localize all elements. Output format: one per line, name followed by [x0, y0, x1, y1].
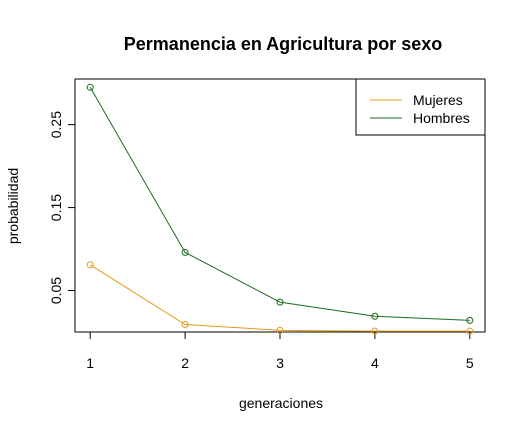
- legend: Mujeres Hombres: [355, 78, 486, 136]
- data-point-hombres: [181, 248, 189, 256]
- x-tick-label: 3: [276, 355, 284, 371]
- y-tick-label: 0.05: [48, 277, 64, 304]
- y-axis-label: probabilidad: [5, 168, 21, 244]
- data-point-hombres: [466, 316, 474, 324]
- x-tick-label: 5: [466, 355, 474, 371]
- data-point-mujeres: [276, 326, 284, 334]
- x-tick-label: 4: [371, 355, 379, 371]
- series-line-mujeres: [89, 264, 470, 332]
- data-point-mujeres: [86, 261, 94, 269]
- x-axis-label: generaciones: [239, 395, 323, 411]
- series-layer: [86, 83, 474, 335]
- series-line-hombres: [89, 87, 470, 321]
- legend-label-mujeres: Mujeres: [413, 92, 463, 108]
- legend-box: [355, 78, 486, 136]
- x-axis: 1 2 3 4 5: [86, 331, 474, 371]
- y-axis: 0.05 0.15 0.25: [48, 111, 76, 304]
- chart-title: Permanencia en Agricultura por sexo: [124, 34, 442, 54]
- data-point-hombres: [86, 83, 94, 91]
- data-point-hombres: [371, 312, 379, 320]
- y-tick-label: 0.15: [48, 194, 64, 221]
- data-point-hombres: [276, 298, 284, 306]
- data-point-mujeres: [371, 327, 379, 335]
- legend-label-hombres: Hombres: [413, 110, 470, 126]
- y-tick-label: 0.25: [48, 111, 64, 138]
- data-point-mujeres: [181, 321, 189, 329]
- x-tick-label: 2: [181, 355, 189, 371]
- x-tick-label: 1: [86, 355, 94, 371]
- data-point-mujeres: [466, 327, 474, 335]
